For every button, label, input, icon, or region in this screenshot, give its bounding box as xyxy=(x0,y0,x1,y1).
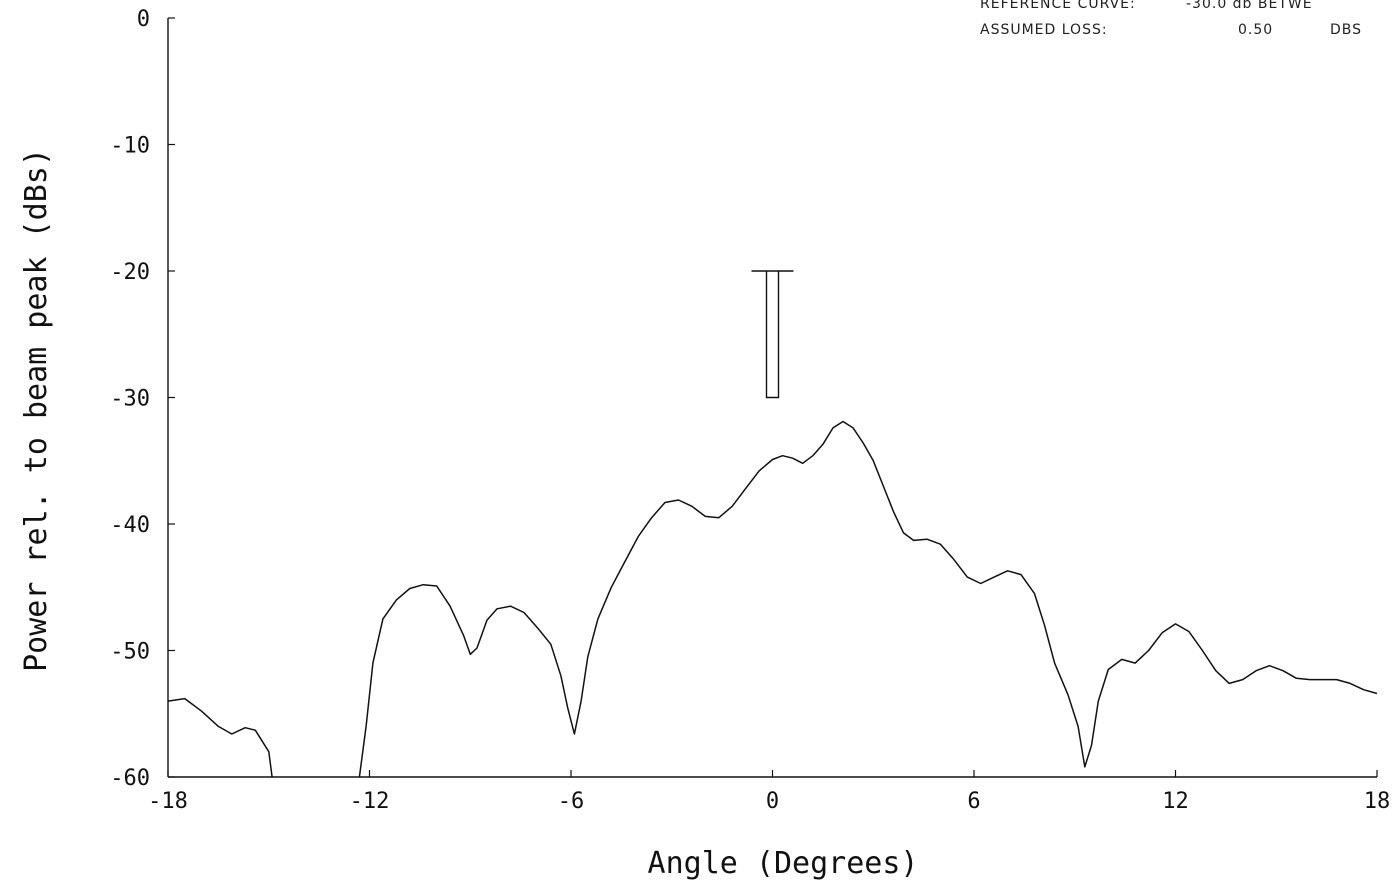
y-tick-label: -60 xyxy=(110,766,150,791)
x-tick-label: -6 xyxy=(558,789,585,814)
y-tick-label: -10 xyxy=(110,134,150,159)
y-tick-label: -20 xyxy=(110,260,150,285)
y-tick-label: 0 xyxy=(137,7,150,32)
y-tick-label: -40 xyxy=(110,513,150,538)
y-tick-label: -50 xyxy=(110,640,150,665)
x-tick-label: -12 xyxy=(350,789,390,814)
x-axis-title: Angle (Degrees) xyxy=(648,846,919,881)
reference-marker-layer xyxy=(751,270,794,399)
reference-curve-label: REFERENCE CURVE: xyxy=(980,0,1136,12)
assumed-loss-value: 0.50 xyxy=(1238,22,1273,38)
x-tick-label: 12 xyxy=(1162,789,1189,814)
tick-marks xyxy=(167,17,1378,778)
reference-marker-stem xyxy=(765,271,780,399)
y-tick-label: -30 xyxy=(110,387,150,412)
x-tick-label: 18 xyxy=(1364,789,1391,814)
assumed-loss-label: ASSUMED LOSS: xyxy=(980,22,1108,38)
series-layer xyxy=(167,420,1378,778)
reference-curve-value: -30.0 db BETWE xyxy=(1186,0,1313,12)
x-tick-label: 0 xyxy=(766,789,779,814)
x-tick-label: -18 xyxy=(148,789,188,814)
antenna-pattern-line xyxy=(358,420,1378,778)
assumed-loss-unit: DBS xyxy=(1330,22,1362,38)
x-tick-label: 6 xyxy=(967,789,980,814)
antenna-pattern-line xyxy=(167,697,273,778)
tick-labels: 0-10-20-30-40-50-60-18 -12 -6 0 6 12 18 xyxy=(110,7,1390,814)
y-axis-title: Power rel. to beam peak (dBs) xyxy=(19,148,54,672)
